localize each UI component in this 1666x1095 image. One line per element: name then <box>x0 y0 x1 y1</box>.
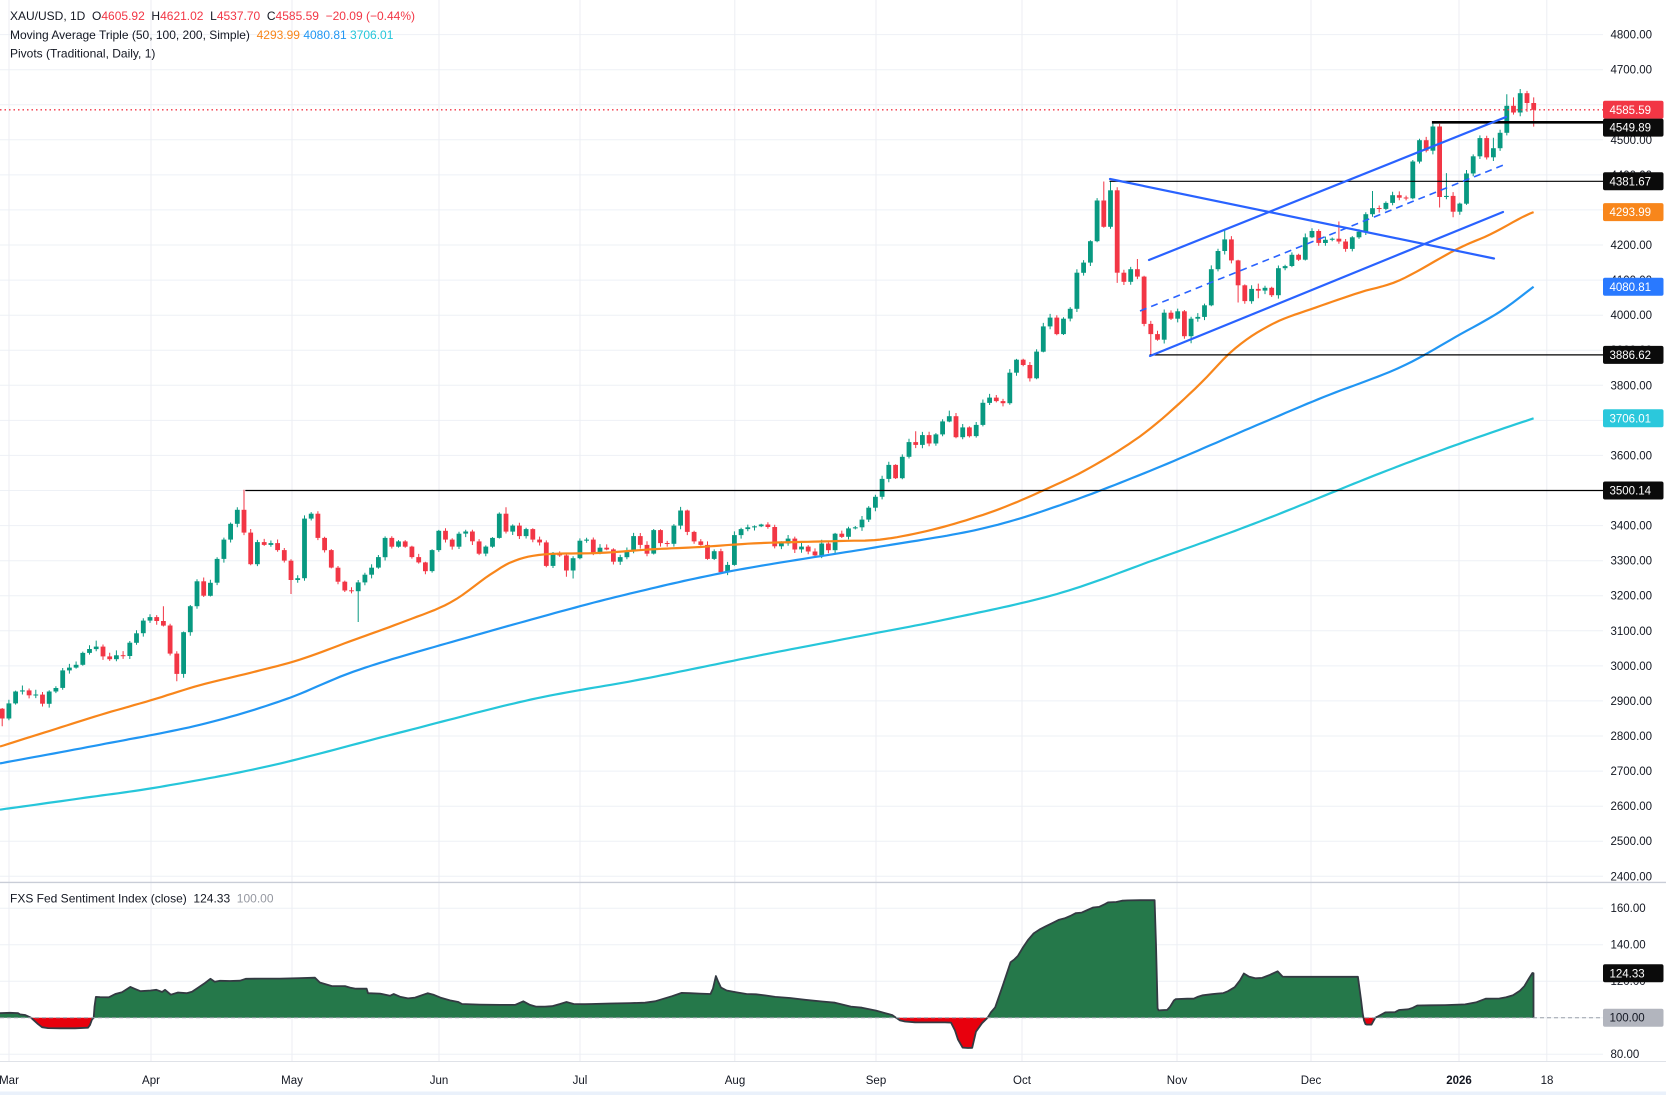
svg-text:2026: 2026 <box>1446 1075 1472 1087</box>
svg-text:4549.89: 4549.89 <box>1610 123 1652 135</box>
svg-text:4080.81: 4080.81 <box>1610 282 1652 294</box>
svg-text:3500.14: 3500.14 <box>1610 486 1652 498</box>
svg-text:3800.00: 3800.00 <box>1611 380 1653 392</box>
svg-text:4293.99: 4293.99 <box>1610 207 1652 219</box>
svg-text:4381.67: 4381.67 <box>1610 176 1652 188</box>
svg-text:Dec: Dec <box>1301 1075 1322 1087</box>
svg-text:Sep: Sep <box>866 1075 886 1087</box>
svg-text:XAU/USD, 1D O4605.92 H4621.0: XAU/USD, 1D O4605.92 H4621.02 L4537.70 C… <box>10 9 415 23</box>
svg-text:140.00: 140.00 <box>1611 940 1646 952</box>
svg-text:FXS Fed Sentiment Index (close: FXS Fed Sentiment Index (close) 124.33 1… <box>10 892 274 906</box>
svg-text:Pivots (Traditional, Daily, 1): Pivots (Traditional, Daily, 1) <box>10 47 155 61</box>
svg-text:3200.00: 3200.00 <box>1611 591 1653 603</box>
svg-text:2400.00: 2400.00 <box>1611 871 1653 883</box>
svg-text:18: 18 <box>1541 1075 1554 1087</box>
svg-text:4200.00: 4200.00 <box>1611 240 1653 252</box>
svg-text:Oct: Oct <box>1013 1075 1032 1087</box>
svg-text:3000.00: 3000.00 <box>1611 661 1653 673</box>
svg-text:4800.00: 4800.00 <box>1611 30 1653 42</box>
svg-text:Jun: Jun <box>430 1075 449 1087</box>
svg-text:80.00: 80.00 <box>1611 1049 1640 1061</box>
svg-text:Nov: Nov <box>1167 1075 1188 1087</box>
svg-text:160.00: 160.00 <box>1611 903 1646 915</box>
svg-text:3300.00: 3300.00 <box>1611 556 1653 568</box>
svg-text:Apr: Apr <box>142 1075 160 1087</box>
svg-text:Jul: Jul <box>573 1075 588 1087</box>
svg-text:3400.00: 3400.00 <box>1611 521 1653 533</box>
svg-text:3100.00: 3100.00 <box>1611 626 1653 638</box>
svg-text:Mar: Mar <box>0 1075 19 1087</box>
svg-text:4000.00: 4000.00 <box>1611 310 1653 322</box>
svg-text:3600.00: 3600.00 <box>1611 450 1653 462</box>
svg-text:May: May <box>281 1075 303 1087</box>
svg-text:2500.00: 2500.00 <box>1611 836 1653 848</box>
svg-text:124.33: 124.33 <box>1610 968 1645 980</box>
svg-text:3886.62: 3886.62 <box>1610 350 1652 362</box>
svg-text:4500.00: 4500.00 <box>1611 135 1653 147</box>
svg-text:2800.00: 2800.00 <box>1611 731 1653 743</box>
svg-text:Aug: Aug <box>725 1075 745 1087</box>
svg-text:100.00: 100.00 <box>1610 1013 1645 1025</box>
svg-text:2700.00: 2700.00 <box>1611 766 1653 778</box>
svg-text:2900.00: 2900.00 <box>1611 696 1653 708</box>
svg-text:Moving Average Triple (50, 100: Moving Average Triple (50, 100, 200, Sim… <box>10 28 394 42</box>
svg-text:2600.00: 2600.00 <box>1611 801 1653 813</box>
svg-text:4700.00: 4700.00 <box>1611 65 1653 77</box>
svg-text:4585.59: 4585.59 <box>1610 105 1652 117</box>
svg-text:3706.01: 3706.01 <box>1610 413 1652 425</box>
